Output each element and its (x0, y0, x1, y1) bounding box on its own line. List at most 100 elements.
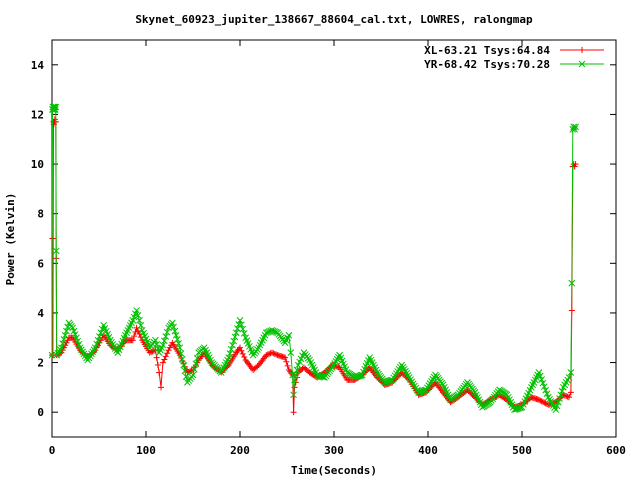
x-tick-label: 600 (606, 444, 626, 457)
data-point (225, 354, 233, 361)
data-point (94, 336, 102, 344)
data-point (237, 344, 243, 351)
data-point (61, 331, 69, 339)
data-point (58, 344, 65, 352)
data-point (152, 336, 159, 344)
data-point (132, 328, 139, 335)
data-point (572, 161, 579, 168)
data-point (536, 372, 544, 380)
data-point (540, 383, 548, 391)
data-point (51, 106, 59, 113)
data-point (270, 350, 277, 357)
data-point (193, 354, 201, 362)
data-point (568, 279, 576, 287)
data-point (153, 341, 161, 348)
data-point (159, 341, 167, 349)
legend-label: YR-68.42 Tsys:70.28 (424, 58, 550, 71)
data-point (273, 351, 280, 358)
data-point (176, 344, 184, 352)
data-point (158, 384, 165, 391)
data-point (229, 341, 236, 349)
data-point (129, 337, 136, 344)
data-point (135, 327, 142, 334)
data-point (282, 354, 289, 361)
data-point (240, 330, 248, 337)
data-point (238, 347, 245, 354)
x-tick-label: 500 (512, 444, 532, 457)
data-point (178, 355, 186, 363)
series-2 (48, 103, 579, 414)
data-point (59, 340, 67, 347)
data-point (556, 395, 563, 402)
data-point (535, 369, 543, 376)
data-point (271, 350, 278, 357)
data-point (181, 367, 189, 375)
data-point (287, 349, 295, 356)
data-point (162, 353, 169, 360)
data-point (542, 386, 549, 394)
data-point (285, 331, 293, 339)
x-tick-label: 100 (136, 444, 156, 457)
data-point (254, 363, 261, 370)
data-point (133, 307, 140, 314)
data-point (96, 333, 103, 340)
data-point (192, 360, 200, 368)
data-point (293, 366, 301, 374)
data-point (149, 348, 156, 355)
data-point (152, 347, 159, 354)
data-point (535, 396, 542, 403)
data-point (137, 334, 144, 341)
data-point (567, 389, 574, 396)
y-axis-label: Power (Kelvin) (4, 193, 17, 286)
data-point (159, 359, 166, 366)
data-point (230, 337, 238, 345)
data-point (172, 331, 180, 339)
x-axis: 0 100 200 300 400 500 600 (49, 40, 626, 457)
y-axis: 0 2 4 6 8 10 12 14 (31, 59, 616, 419)
x-tick-label: 200 (230, 444, 250, 457)
data-point (563, 393, 570, 400)
data-point (357, 372, 365, 379)
data-point (51, 103, 59, 111)
data-point (93, 340, 101, 348)
data-point (239, 350, 246, 357)
data-point (291, 376, 298, 384)
data-point (263, 352, 270, 359)
data-point (163, 328, 171, 336)
data-point (543, 390, 551, 398)
data-point (553, 402, 561, 410)
data-point (539, 379, 547, 387)
y-tick-label: 12 (31, 108, 44, 121)
y-tick-label: 0 (37, 406, 44, 419)
x-tick-label: 400 (418, 444, 438, 457)
data-point (134, 312, 142, 319)
data-point (239, 325, 247, 333)
data-point (292, 371, 300, 379)
data-point (136, 317, 143, 324)
data-point (572, 123, 579, 131)
data-point (60, 336, 68, 343)
data-point (175, 340, 182, 347)
y-tick-label: 6 (37, 257, 44, 270)
y-tick-label: 2 (37, 357, 44, 370)
legend-label: XL-63.21 Tsys:64.84 (424, 44, 550, 57)
y-tick-label: 14 (31, 59, 45, 72)
data-point (180, 361, 187, 369)
data-point (538, 398, 545, 405)
data-point (564, 393, 571, 400)
data-point (182, 373, 190, 380)
data-point (557, 391, 565, 399)
data-point (154, 362, 161, 369)
data-point (156, 369, 163, 376)
data-point (238, 321, 245, 329)
legend-marker (579, 47, 585, 53)
legend-marker (578, 60, 586, 68)
data-point (52, 103, 60, 111)
data-point (160, 337, 168, 345)
data-point (558, 387, 566, 395)
data-point (236, 317, 244, 324)
x-axis-label: Time(Seconds) (291, 464, 377, 477)
data-point (162, 333, 170, 340)
data-point (264, 351, 271, 358)
